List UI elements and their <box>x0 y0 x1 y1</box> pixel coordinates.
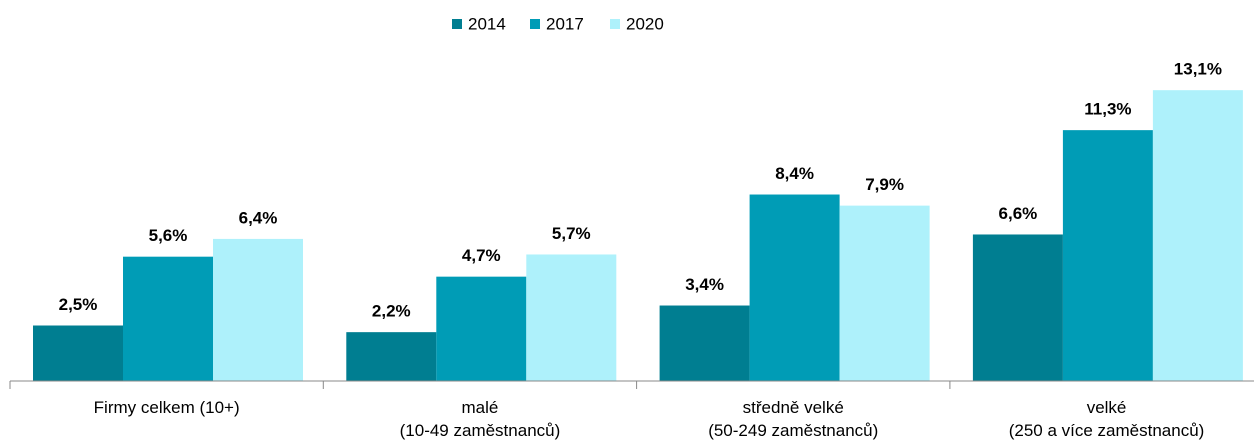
bar <box>659 305 750 381</box>
data-label: 6,4% <box>239 208 278 227</box>
bar <box>213 238 303 381</box>
data-label: 13,1% <box>1174 60 1222 79</box>
data-label: 8,4% <box>775 164 814 183</box>
bar <box>123 256 213 381</box>
data-label: 11,3% <box>1084 100 1131 119</box>
data-label: 6,6% <box>999 204 1038 223</box>
data-label: 4,7% <box>462 246 501 265</box>
bar <box>839 205 930 381</box>
bar <box>346 332 437 381</box>
data-label: 5,7% <box>552 224 591 243</box>
data-label: 3,4% <box>685 275 724 294</box>
x-tick-label: Firmy celkem (10+) <box>93 398 240 417</box>
bar <box>33 325 123 381</box>
bar <box>436 276 527 381</box>
legend-swatch <box>452 19 462 29</box>
bar <box>1152 90 1243 382</box>
data-label: 2,2% <box>372 302 411 321</box>
bar <box>1062 130 1153 381</box>
legend-label: 2014 <box>468 14 506 33</box>
x-tick-label: středně velké (50-249 zaměstnanců) <box>708 398 879 440</box>
bar <box>972 234 1063 381</box>
legend-swatch <box>530 19 540 29</box>
x-tick-label: velké (250 a více zaměstnanců) <box>1008 398 1205 440</box>
data-label: 7,9% <box>865 175 904 194</box>
bar <box>526 254 617 381</box>
legend-label: 2017 <box>546 14 584 33</box>
data-label: 2,5% <box>59 295 98 314</box>
data-label: 5,6% <box>149 226 188 245</box>
legend-swatch <box>610 19 620 29</box>
bar <box>749 194 840 381</box>
legend-label: 2020 <box>626 14 664 33</box>
x-tick-label: malé (10-49 zaměstnanců) <box>399 398 561 440</box>
